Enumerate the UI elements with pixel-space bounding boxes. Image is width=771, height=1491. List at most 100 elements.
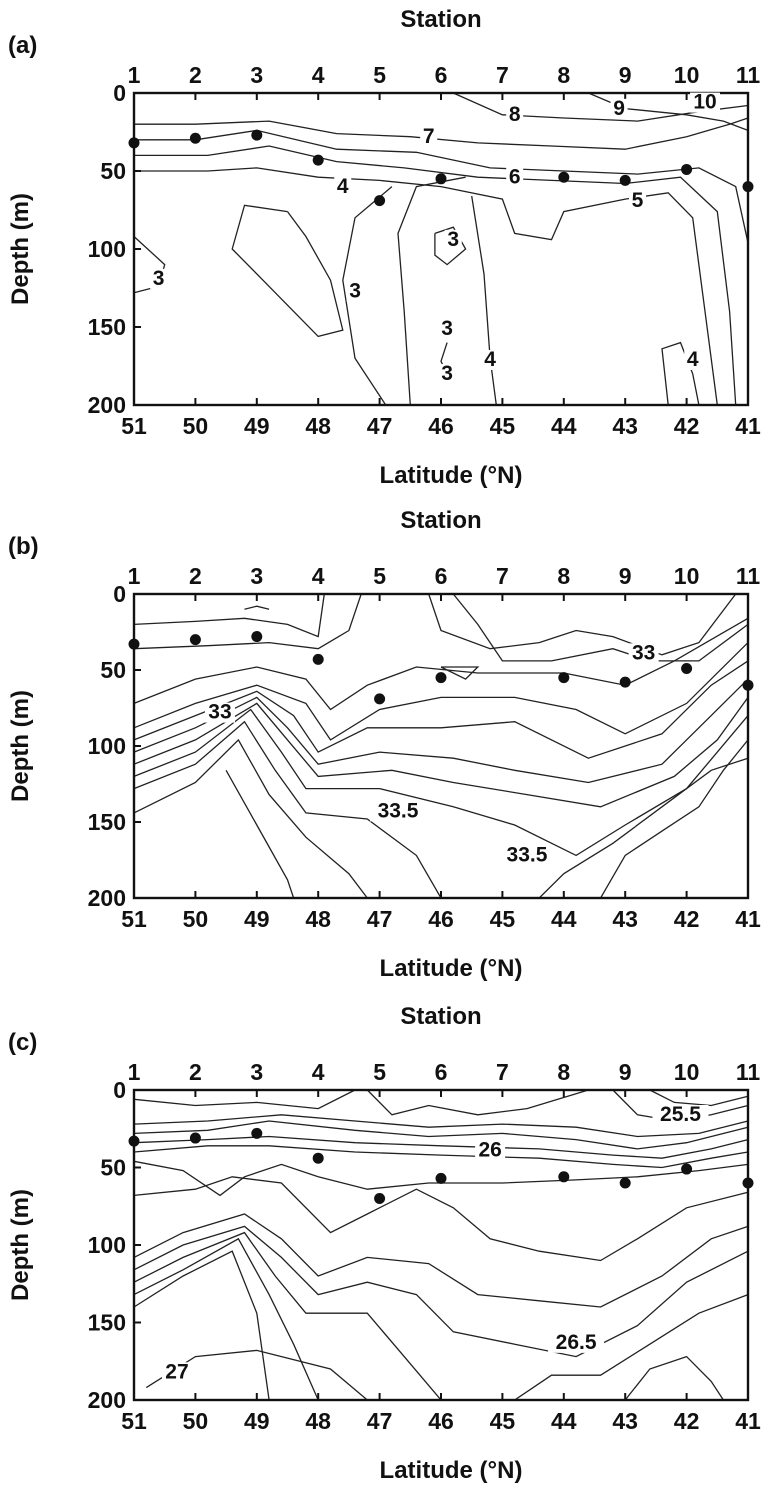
isoline — [538, 757, 749, 899]
latitude-tick-label: 45 — [490, 413, 516, 439]
contour-label-bg — [506, 105, 524, 126]
depth-tick-label: 150 — [88, 1310, 126, 1336]
x-axis-title: Latitude (°N) — [380, 462, 523, 489]
station-tick-label: 2 — [189, 1059, 202, 1085]
isoline — [134, 145, 737, 406]
station-tick-label: 4 — [312, 563, 325, 589]
contour-label: 26.5 — [556, 1331, 597, 1354]
station-point — [251, 1127, 263, 1139]
isoline — [133, 697, 749, 808]
isoline — [428, 593, 737, 656]
station-point — [189, 634, 201, 646]
latitude-tick-label: 45 — [490, 906, 516, 932]
contour-label: 33.5 — [378, 799, 419, 822]
contour-label-bg — [150, 268, 168, 289]
station-tick-label: 7 — [496, 1059, 509, 1085]
depth-tick-label: 150 — [88, 314, 126, 340]
contour-label-bg — [481, 350, 499, 370]
contour-label-bg — [498, 845, 555, 866]
latitude-tick-label: 50 — [183, 413, 209, 439]
contour-label-bg — [475, 1140, 506, 1161]
station-point — [681, 662, 693, 674]
station-point — [312, 653, 324, 665]
latitude-tick-label: 47 — [367, 906, 393, 932]
station-point — [189, 132, 201, 144]
station-axis-title: Station — [400, 6, 481, 33]
depth-tick-label: 0 — [113, 581, 126, 607]
contour-label-bg — [548, 1332, 605, 1353]
isoline — [133, 1120, 749, 1150]
depth-tick-label: 50 — [100, 1155, 126, 1181]
isoline — [133, 617, 749, 711]
contour-label: 33.5 — [507, 844, 548, 867]
station-point — [374, 693, 386, 705]
contour-label-bg — [346, 281, 364, 302]
isoline — [225, 769, 295, 899]
station-tick-label: 11 — [736, 563, 761, 589]
station-point — [312, 1152, 324, 1164]
station-point — [128, 1135, 140, 1147]
latitude-tick-label: 42 — [674, 413, 700, 439]
latitude-tick-label: 47 — [367, 413, 393, 439]
station-tick-label: 10 — [674, 62, 700, 88]
station-point — [742, 1177, 754, 1189]
contour-label-bg — [334, 176, 352, 197]
station-tick-label: 5 — [373, 1059, 386, 1085]
station-point — [681, 163, 693, 175]
latitude-tick-label: 49 — [244, 1408, 270, 1434]
y-axis-title: Depth (m) — [7, 1189, 34, 1301]
station-tick-label: 8 — [557, 62, 570, 88]
depth-tick-label: 200 — [88, 885, 126, 911]
isoline — [397, 176, 466, 406]
latitude-tick-label: 43 — [612, 413, 638, 439]
latitude-tick-label: 44 — [551, 413, 577, 439]
latitude-tick-label: 51 — [121, 1408, 147, 1434]
latitude-tick-label: 41 — [735, 1408, 761, 1434]
latitude-tick-label: 48 — [305, 1408, 331, 1434]
station-point — [435, 1172, 447, 1184]
latitude-tick-label: 50 — [183, 1408, 209, 1434]
contour-label-bg — [690, 92, 721, 113]
station-point — [681, 1163, 693, 1175]
contour-label-bg — [420, 126, 438, 147]
isoline — [600, 739, 749, 899]
contour-label-bg — [204, 702, 235, 723]
isoline — [133, 1145, 749, 1169]
depth-tick-label: 150 — [88, 809, 126, 835]
station-axis-title: Station — [400, 507, 481, 534]
contour-label: 3 — [349, 279, 361, 302]
station-tick-label: 6 — [435, 1059, 448, 1085]
station-tick-label: 11 — [736, 1059, 761, 1085]
contour-label: 9 — [613, 97, 625, 120]
contour-label: 33 — [208, 701, 231, 724]
station-tick-label: 4 — [312, 1059, 325, 1085]
contour-label: 4 — [484, 348, 496, 371]
contour-label-bg — [628, 643, 659, 664]
isoline — [133, 1160, 749, 1197]
station-tick-label: 10 — [674, 563, 700, 589]
contour-label-bg — [438, 364, 456, 385]
contour-label: 25.5 — [660, 1103, 701, 1126]
station-point — [189, 1132, 201, 1144]
latitude-tick-label: 41 — [735, 413, 761, 439]
contour-label-bg — [161, 1362, 192, 1383]
station-point — [312, 154, 324, 166]
isoline — [134, 117, 749, 150]
isoline — [452, 593, 749, 662]
latitude-tick-label: 42 — [674, 906, 700, 932]
latitude-tick-label: 44 — [551, 906, 577, 932]
isoline — [231, 204, 344, 338]
station-tick-label: 2 — [189, 62, 202, 88]
station-point — [742, 679, 754, 691]
station-point — [619, 676, 631, 688]
panel-label: (a) — [8, 32, 37, 59]
station-tick-label: 3 — [250, 563, 263, 589]
isoline — [133, 1114, 749, 1138]
isoline — [133, 1213, 749, 1308]
latitude-tick-label: 45 — [490, 1408, 516, 1434]
station-tick-label: 6 — [435, 563, 448, 589]
isoline — [133, 593, 362, 650]
station-tick-label: 3 — [250, 1059, 263, 1085]
isoline — [366, 1089, 589, 1116]
